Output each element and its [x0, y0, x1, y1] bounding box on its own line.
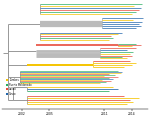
Legend: Tumbes, Puerto Maldonado, Callao, Cusco: Tumbes, Puerto Maldonado, Callao, Cusco	[5, 77, 32, 97]
